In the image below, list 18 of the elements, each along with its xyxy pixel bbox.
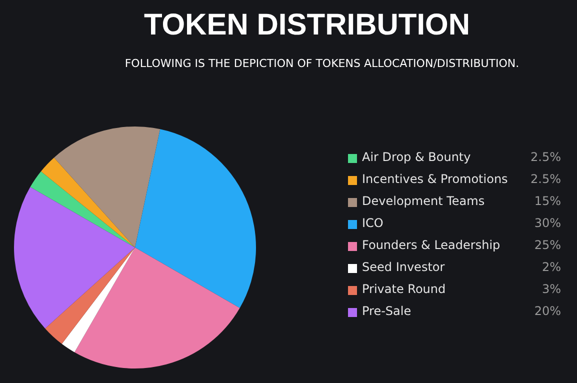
legend-label: Founders & Leadership (362, 238, 500, 252)
chart-subtitle: FOLLOWING IS THE DEPICTION OF TOKENS ALLOCATION/DISTRIBUTION. (124, 56, 520, 70)
legend-label: Air Drop & Bounty (362, 150, 471, 164)
legend-label: ICO (362, 216, 384, 230)
legend-label: Seed Investor (362, 260, 445, 274)
data-label: 2.5% (530, 150, 561, 164)
legend-label: Development Teams (362, 194, 485, 208)
data-label: 30% (534, 216, 561, 230)
legend-label: Pre-Sale (362, 304, 412, 318)
data-label: 20% (534, 304, 561, 318)
data-label: 2.5% (530, 172, 561, 186)
legend-label: Private Round (362, 282, 446, 296)
data-label: 15% (534, 194, 561, 208)
data-label: 2% (542, 260, 561, 274)
data-label: 3% (542, 282, 561, 296)
chart-title: TOKEN DISTRIBUTION (144, 8, 470, 42)
data-label: 25% (534, 238, 561, 252)
legend-label: Incentives & Promotions (362, 172, 508, 186)
